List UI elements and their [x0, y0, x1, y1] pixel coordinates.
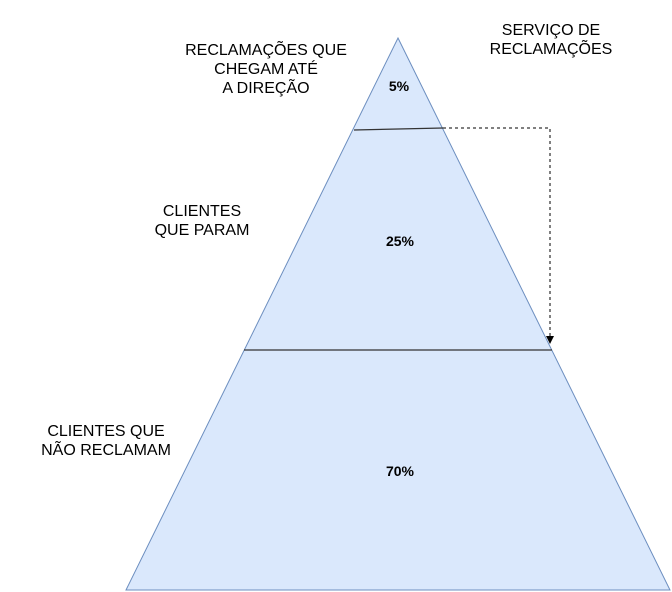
label-customers-who-dont-complain: CLIENTES QUE NÃO RECLAMAM: [26, 422, 186, 460]
tier-top-percentage: 5%: [388, 78, 410, 94]
label-line: CHEGAM ATÉ: [214, 61, 318, 78]
label-complaints-reaching-management: RECLAMAÇÕES QUE CHEGAM ATÉ A DIREÇÃO: [156, 41, 376, 98]
label-line: NÃO RECLAMAM: [41, 442, 171, 459]
label-complaints-service: SERVIÇO DE RECLAMAÇÕES: [476, 21, 626, 59]
label-line: A DIREÇÃO: [222, 80, 310, 97]
label-customers-who-stop: CLIENTES QUE PARAM: [132, 202, 272, 240]
label-line: RECLAMAÇÕES QUE: [185, 42, 347, 59]
tier-middle-percentage: 25%: [385, 233, 415, 249]
pyramid-shape: [125, 36, 671, 591]
divider-top: [353, 127, 444, 131]
label-line: SERVIÇO DE: [501, 22, 601, 39]
tier-bottom-percentage: 70%: [385, 463, 415, 479]
label-line: RECLAMAÇÕES: [489, 41, 613, 58]
label-line: QUE PARAM: [154, 222, 250, 239]
label-line: CLIENTES: [162, 203, 242, 220]
service-dashed-arrow: [443, 127, 554, 344]
label-line: CLIENTES QUE: [47, 423, 165, 440]
